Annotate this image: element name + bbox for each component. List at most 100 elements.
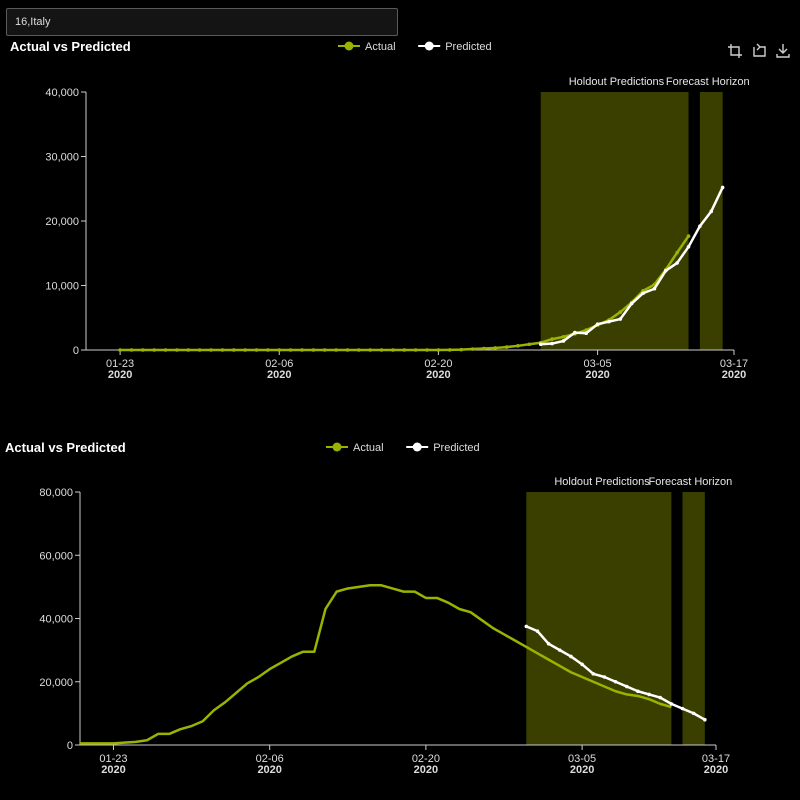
data-point-predicted <box>636 689 640 694</box>
x-tick-sublabel: 2020 <box>257 764 281 776</box>
data-point-predicted <box>675 261 679 265</box>
data-point-predicted <box>595 322 600 327</box>
data-point-predicted <box>658 695 663 700</box>
x-tick-label: 02-06 <box>256 753 284 765</box>
data-point-actual <box>391 348 395 352</box>
x-tick-label: 03-05 <box>584 358 612 370</box>
data-point-predicted <box>641 291 645 296</box>
data-point-predicted <box>535 629 540 633</box>
data-point-predicted <box>647 692 651 697</box>
data-point-predicted <box>720 185 725 190</box>
data-point-actual <box>118 348 122 352</box>
data-point-actual <box>447 348 452 352</box>
data-point-predicted <box>663 268 668 273</box>
annotation-label-holdout: Holdout Predictions <box>554 476 650 488</box>
annotation-band-holdout <box>526 492 672 745</box>
data-point-predicted <box>538 342 543 346</box>
x-tick-label: 03-17 <box>720 358 748 370</box>
legend-label: Actual <box>365 41 396 53</box>
data-point-predicted <box>709 209 714 214</box>
data-point-actual <box>504 345 509 349</box>
y-tick-label: 80,000 <box>39 487 73 499</box>
data-point-actual <box>379 348 384 352</box>
data-point-actual <box>357 348 361 352</box>
crop-icon-shape <box>728 44 742 58</box>
data-point-predicted <box>624 684 629 689</box>
data-point-predicted <box>546 642 551 646</box>
data-point-actual <box>186 348 191 352</box>
y-tick-label: 0 <box>73 345 79 357</box>
data-point-actual <box>493 346 498 350</box>
x-tick-sublabel: 2020 <box>414 764 438 776</box>
data-point-predicted <box>691 711 696 716</box>
data-point-predicted <box>580 662 584 667</box>
data-point-predicted <box>698 224 702 228</box>
data-point-predicted <box>561 339 566 343</box>
x-tick-sublabel: 2020 <box>267 369 291 381</box>
data-point-actual <box>618 310 623 314</box>
data-point-actual <box>334 348 338 352</box>
data-point-actual <box>425 348 429 352</box>
data-point-predicted <box>550 341 554 346</box>
data-point-actual <box>141 348 145 352</box>
data-point-actual <box>254 348 259 352</box>
x-tick-label: 01-23 <box>106 358 134 370</box>
data-point-actual <box>402 348 407 352</box>
data-point-actual <box>277 348 282 352</box>
data-point-predicted <box>686 245 691 249</box>
data-point-predicted <box>618 317 623 321</box>
download-icon[interactable] <box>776 44 790 58</box>
data-point-actual <box>345 348 350 352</box>
x-tick-label: 02-06 <box>265 358 293 370</box>
y-tick-label: 20,000 <box>45 216 79 228</box>
series-select-input[interactable] <box>6 8 398 36</box>
data-point-actual <box>231 348 236 352</box>
data-point-predicted <box>573 330 577 335</box>
legend-item-actual: Actual <box>338 41 396 53</box>
annotation-band-forecast <box>699 92 723 350</box>
data-point-actual <box>197 348 202 352</box>
x-tick-sublabel: 2020 <box>570 764 594 776</box>
data-point-predicted <box>680 706 685 711</box>
legend-label: Actual <box>353 442 384 454</box>
x-tick-sublabel: 2020 <box>426 369 450 381</box>
x-tick-label: 03-05 <box>568 753 596 765</box>
x-tick-sublabel: 2020 <box>101 764 125 776</box>
x-tick-sublabel: 2020 <box>108 369 132 381</box>
y-tick-label: 30,000 <box>45 152 79 164</box>
data-point-actual <box>459 347 463 352</box>
data-point-actual <box>243 348 247 352</box>
data-point-predicted <box>703 717 707 722</box>
data-point-predicted <box>524 624 529 629</box>
chart-top: Actual vs Predicted Actual Predicted Holdou… <box>10 39 790 381</box>
data-point-actual <box>470 347 475 351</box>
legend-marker <box>344 41 354 51</box>
y-tick-label: 40,000 <box>39 614 73 626</box>
annotation-label-holdout: Holdout Predictions <box>569 76 665 88</box>
x-tick-label: 02-20 <box>424 358 452 370</box>
reset-icon[interactable] <box>753 43 766 57</box>
crop-icon[interactable] <box>728 44 742 58</box>
reset-icon-shape <box>753 43 766 57</box>
chart-title: Actual vs Predicted <box>10 39 131 54</box>
x-tick-sublabel: 2020 <box>585 369 609 381</box>
legend-marker <box>332 442 342 452</box>
legend-label: Predicted <box>433 442 479 454</box>
x-tick-label: 03-17 <box>702 753 730 765</box>
data-point-actual <box>413 348 418 352</box>
data-point-actual <box>288 348 293 352</box>
legend-item-predicted: Predicted <box>418 41 492 53</box>
data-point-actual <box>561 335 566 339</box>
data-point-actual <box>209 348 213 352</box>
data-point-predicted <box>613 679 618 684</box>
data-point-actual <box>152 348 157 352</box>
legend-marker <box>412 442 422 452</box>
data-point-actual <box>436 348 441 352</box>
data-point-predicted <box>602 675 607 679</box>
data-point-actual <box>163 348 168 352</box>
data-point-actual <box>516 344 520 348</box>
y-tick-label: 40,000 <box>45 87 79 99</box>
annotation-label-forecast: Forecast Horizon <box>649 476 733 488</box>
y-tick-label: 0 <box>67 740 73 752</box>
data-point-predicted <box>607 319 611 324</box>
